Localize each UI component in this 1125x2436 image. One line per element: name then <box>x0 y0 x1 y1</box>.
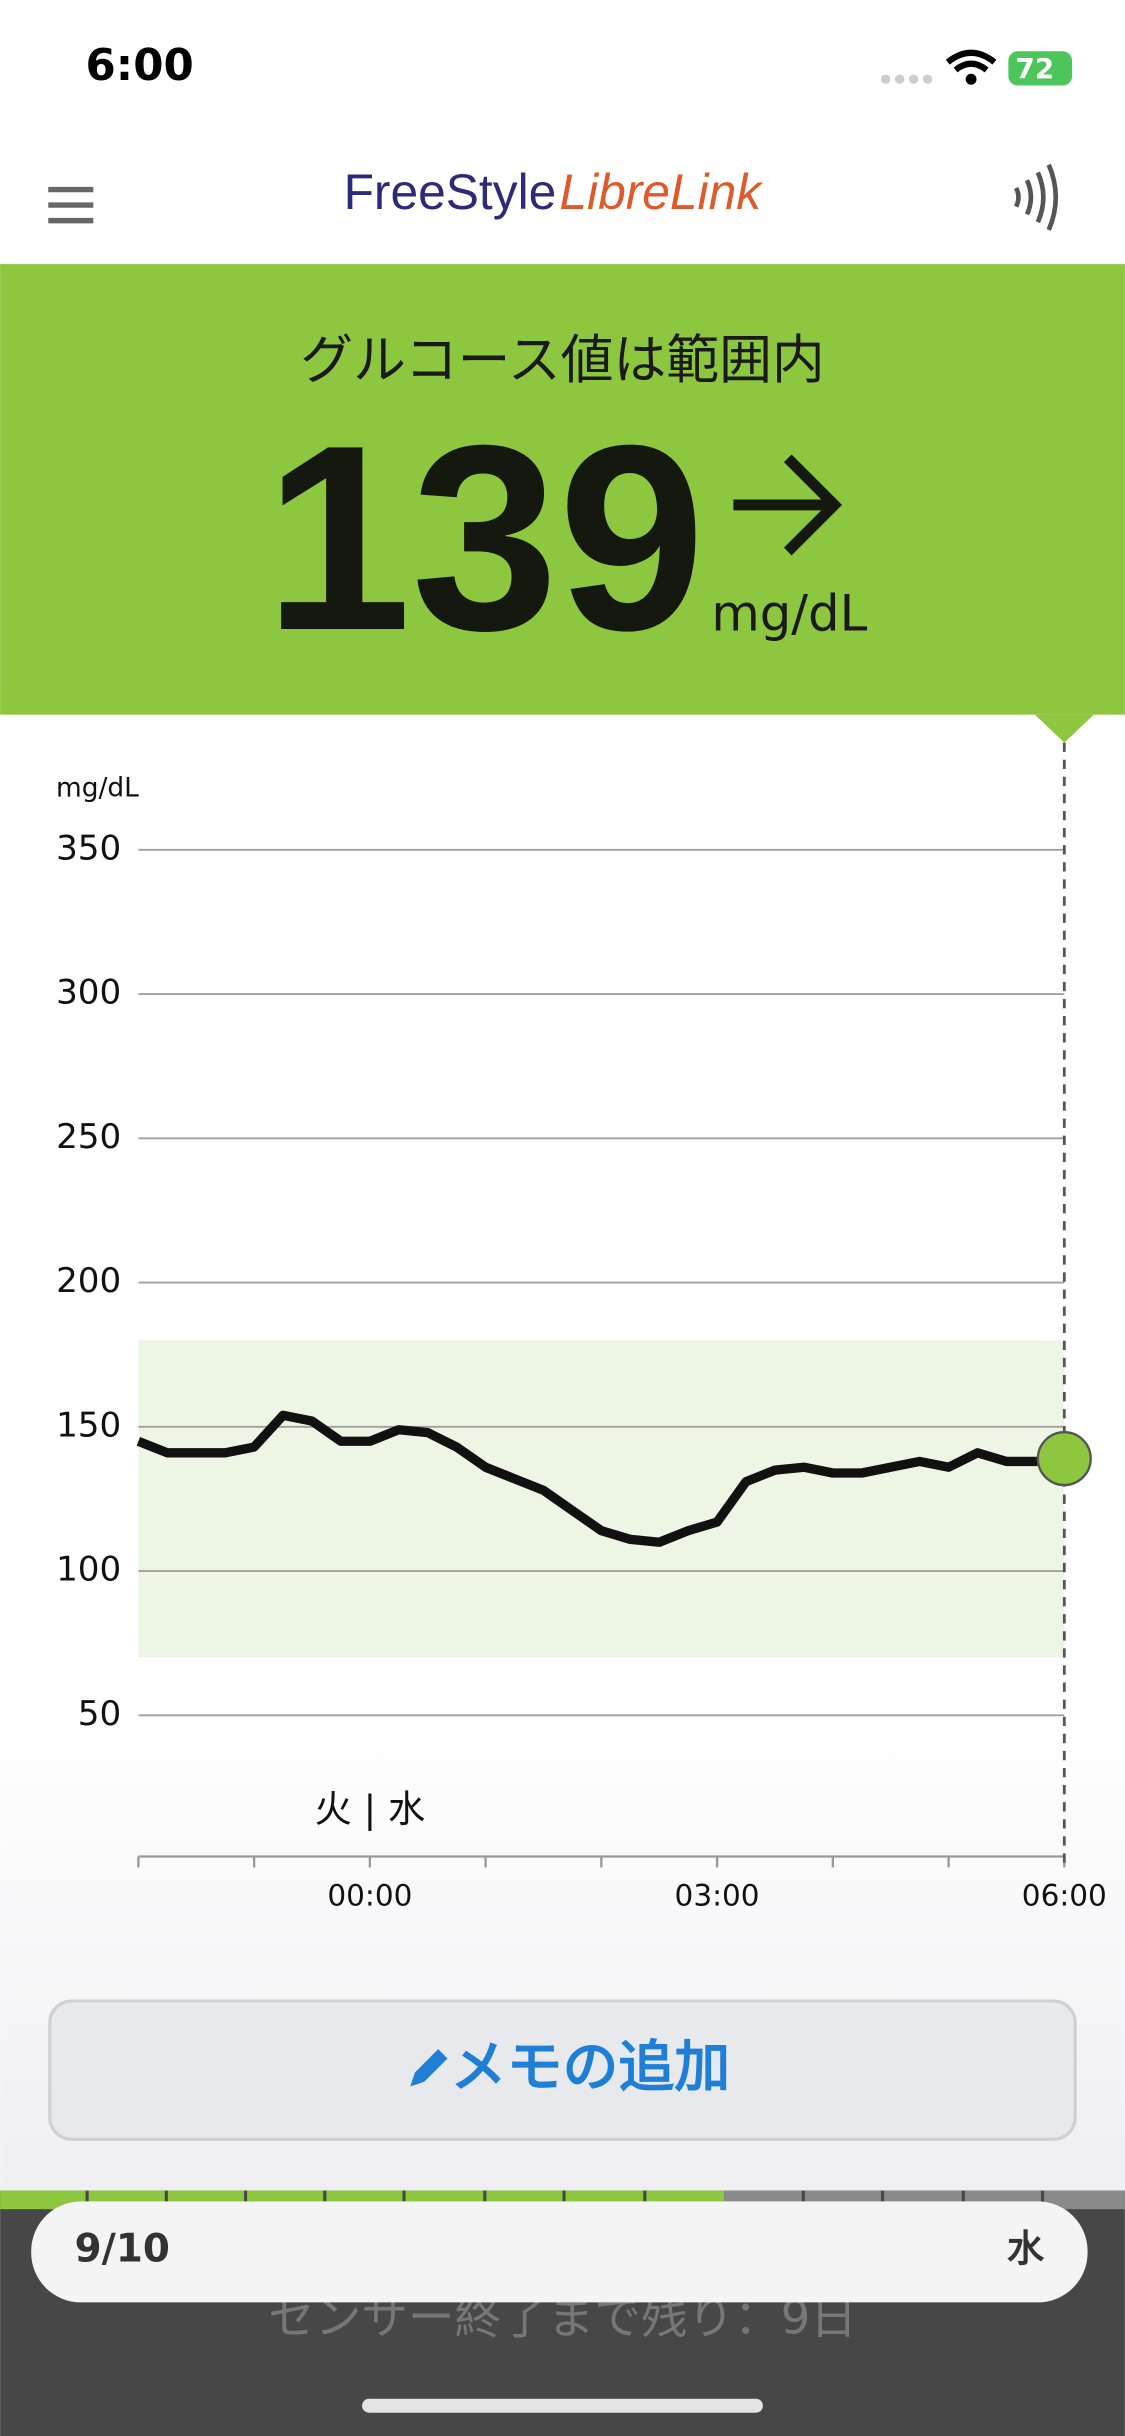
wifi-dot <box>965 73 977 85</box>
y-tick-label: 350 <box>56 828 121 868</box>
glucose-unit: mg/dL <box>711 584 867 642</box>
y-tick-label: 200 <box>56 1261 121 1301</box>
y-tick-label: 150 <box>56 1405 121 1445</box>
y-tick-label: 250 <box>56 1117 121 1157</box>
signal-dots <box>880 74 933 84</box>
glucose-banner <box>0 264 1125 715</box>
menu-button[interactable] <box>48 186 94 224</box>
scan-button[interactable] <box>1014 163 1059 231</box>
y-tick-label: 100 <box>56 1550 121 1590</box>
y-tick-label: 50 <box>78 1694 121 1734</box>
sensor-weekday: 水 <box>1007 2227 1045 2271</box>
x-tick-label: 00:00 <box>327 1878 412 1912</box>
home-indicator <box>362 2398 763 2413</box>
x-tick-label: 06:00 <box>1022 1878 1107 1912</box>
y-axis-label: mg/dL <box>56 773 139 804</box>
memo-label: メモの追加 <box>451 2035 731 2100</box>
banner-pointer <box>1034 714 1094 743</box>
battery-level: 72 <box>1015 52 1054 85</box>
day-label: 火 | 水 <box>314 1787 425 1832</box>
wifi-icon <box>945 49 997 73</box>
glucose-status: グルコース値は範囲内 <box>300 330 824 391</box>
logo-accent: LibreLink <box>559 164 763 220</box>
sensor-date: 9/10 <box>75 2227 170 2272</box>
pencil-icon <box>410 2049 448 2087</box>
status-time: 6:00 <box>86 41 194 91</box>
target-range <box>138 1340 1065 1658</box>
glucose-value: 139 <box>265 390 706 685</box>
glucose-chart: mg/dL 50 100 150 200 250 300 350 00:00 03:00 06:00… <box>56 742 1107 1912</box>
y-tick-label: 300 <box>56 973 121 1013</box>
memo-button[interactable] <box>48 1999 1077 2141</box>
glucose-line <box>136 1410 1065 1547</box>
battery-icon <box>1008 51 1073 86</box>
sensor-card[interactable] <box>31 2201 1088 2303</box>
logo-main: FreeStyle <box>344 164 557 220</box>
trend-arrow <box>733 454 843 556</box>
current-reading-marker <box>1036 1431 1092 1487</box>
x-tick-label: 03:00 <box>675 1878 760 1912</box>
